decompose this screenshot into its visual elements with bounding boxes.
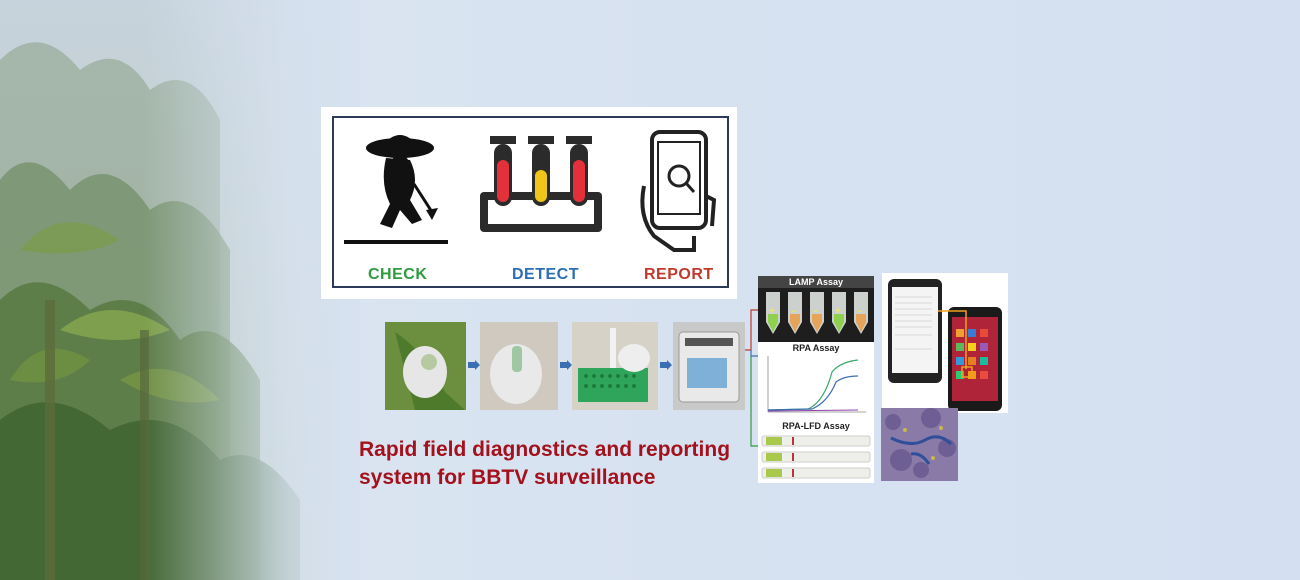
arrow-right-icon [660,360,672,370]
panel-frame: CHECK DETECT REPORT [332,116,729,288]
lamp-tube-mark: - [858,306,862,317]
smartphone-search-icon [640,130,717,252]
caption: Rapid field diagnostics and reporting sy… [359,436,759,492]
rpa-lfd-assay-title: RPA-LFD Assay [782,421,850,431]
background-fade [0,0,360,580]
lateral-flow-strips [761,435,871,479]
mobile-app-screenshot [882,273,1008,413]
rpa-assay-panel: RPA Assay [758,342,874,422]
pipetting-plate-photo [572,322,658,410]
caption-line-2: system for BBTV surveillance [359,466,656,489]
rpa-lfd-assay-panel: RPA-LFD Assay [758,420,874,483]
lamp-tube-mark: - [814,306,818,317]
report-label: REPORT [644,266,714,283]
detect-label: DETECT [512,266,579,283]
lamp-assay-title: LAMP Assay [758,276,874,288]
lamp-tube-mark: + [835,306,841,317]
connector-bracket [745,309,759,447]
arrow-right-icon [468,360,480,370]
check-label: CHECK [368,266,428,283]
lamp-assay-panel: LAMP Assay + - - + - [758,276,874,346]
farmer-icon [344,135,448,244]
lamp-tube-mark: - [792,306,796,317]
rpa-assay-title: RPA Assay [792,343,840,353]
surveillance-map-image [881,408,958,481]
leaf-sampling-photo [385,322,466,410]
check-detect-report-panel: CHECK DETECT REPORT [321,107,737,299]
lamp-tube-mark: + [769,306,775,317]
sample-tube-photo [480,322,558,410]
portable-device-photo [673,322,745,410]
arrow-right-icon [560,360,572,370]
caption-line-1: Rapid field diagnostics and reporting [359,438,731,461]
rpa-curve-plot [767,356,866,413]
test-tubes-icon [480,136,602,232]
